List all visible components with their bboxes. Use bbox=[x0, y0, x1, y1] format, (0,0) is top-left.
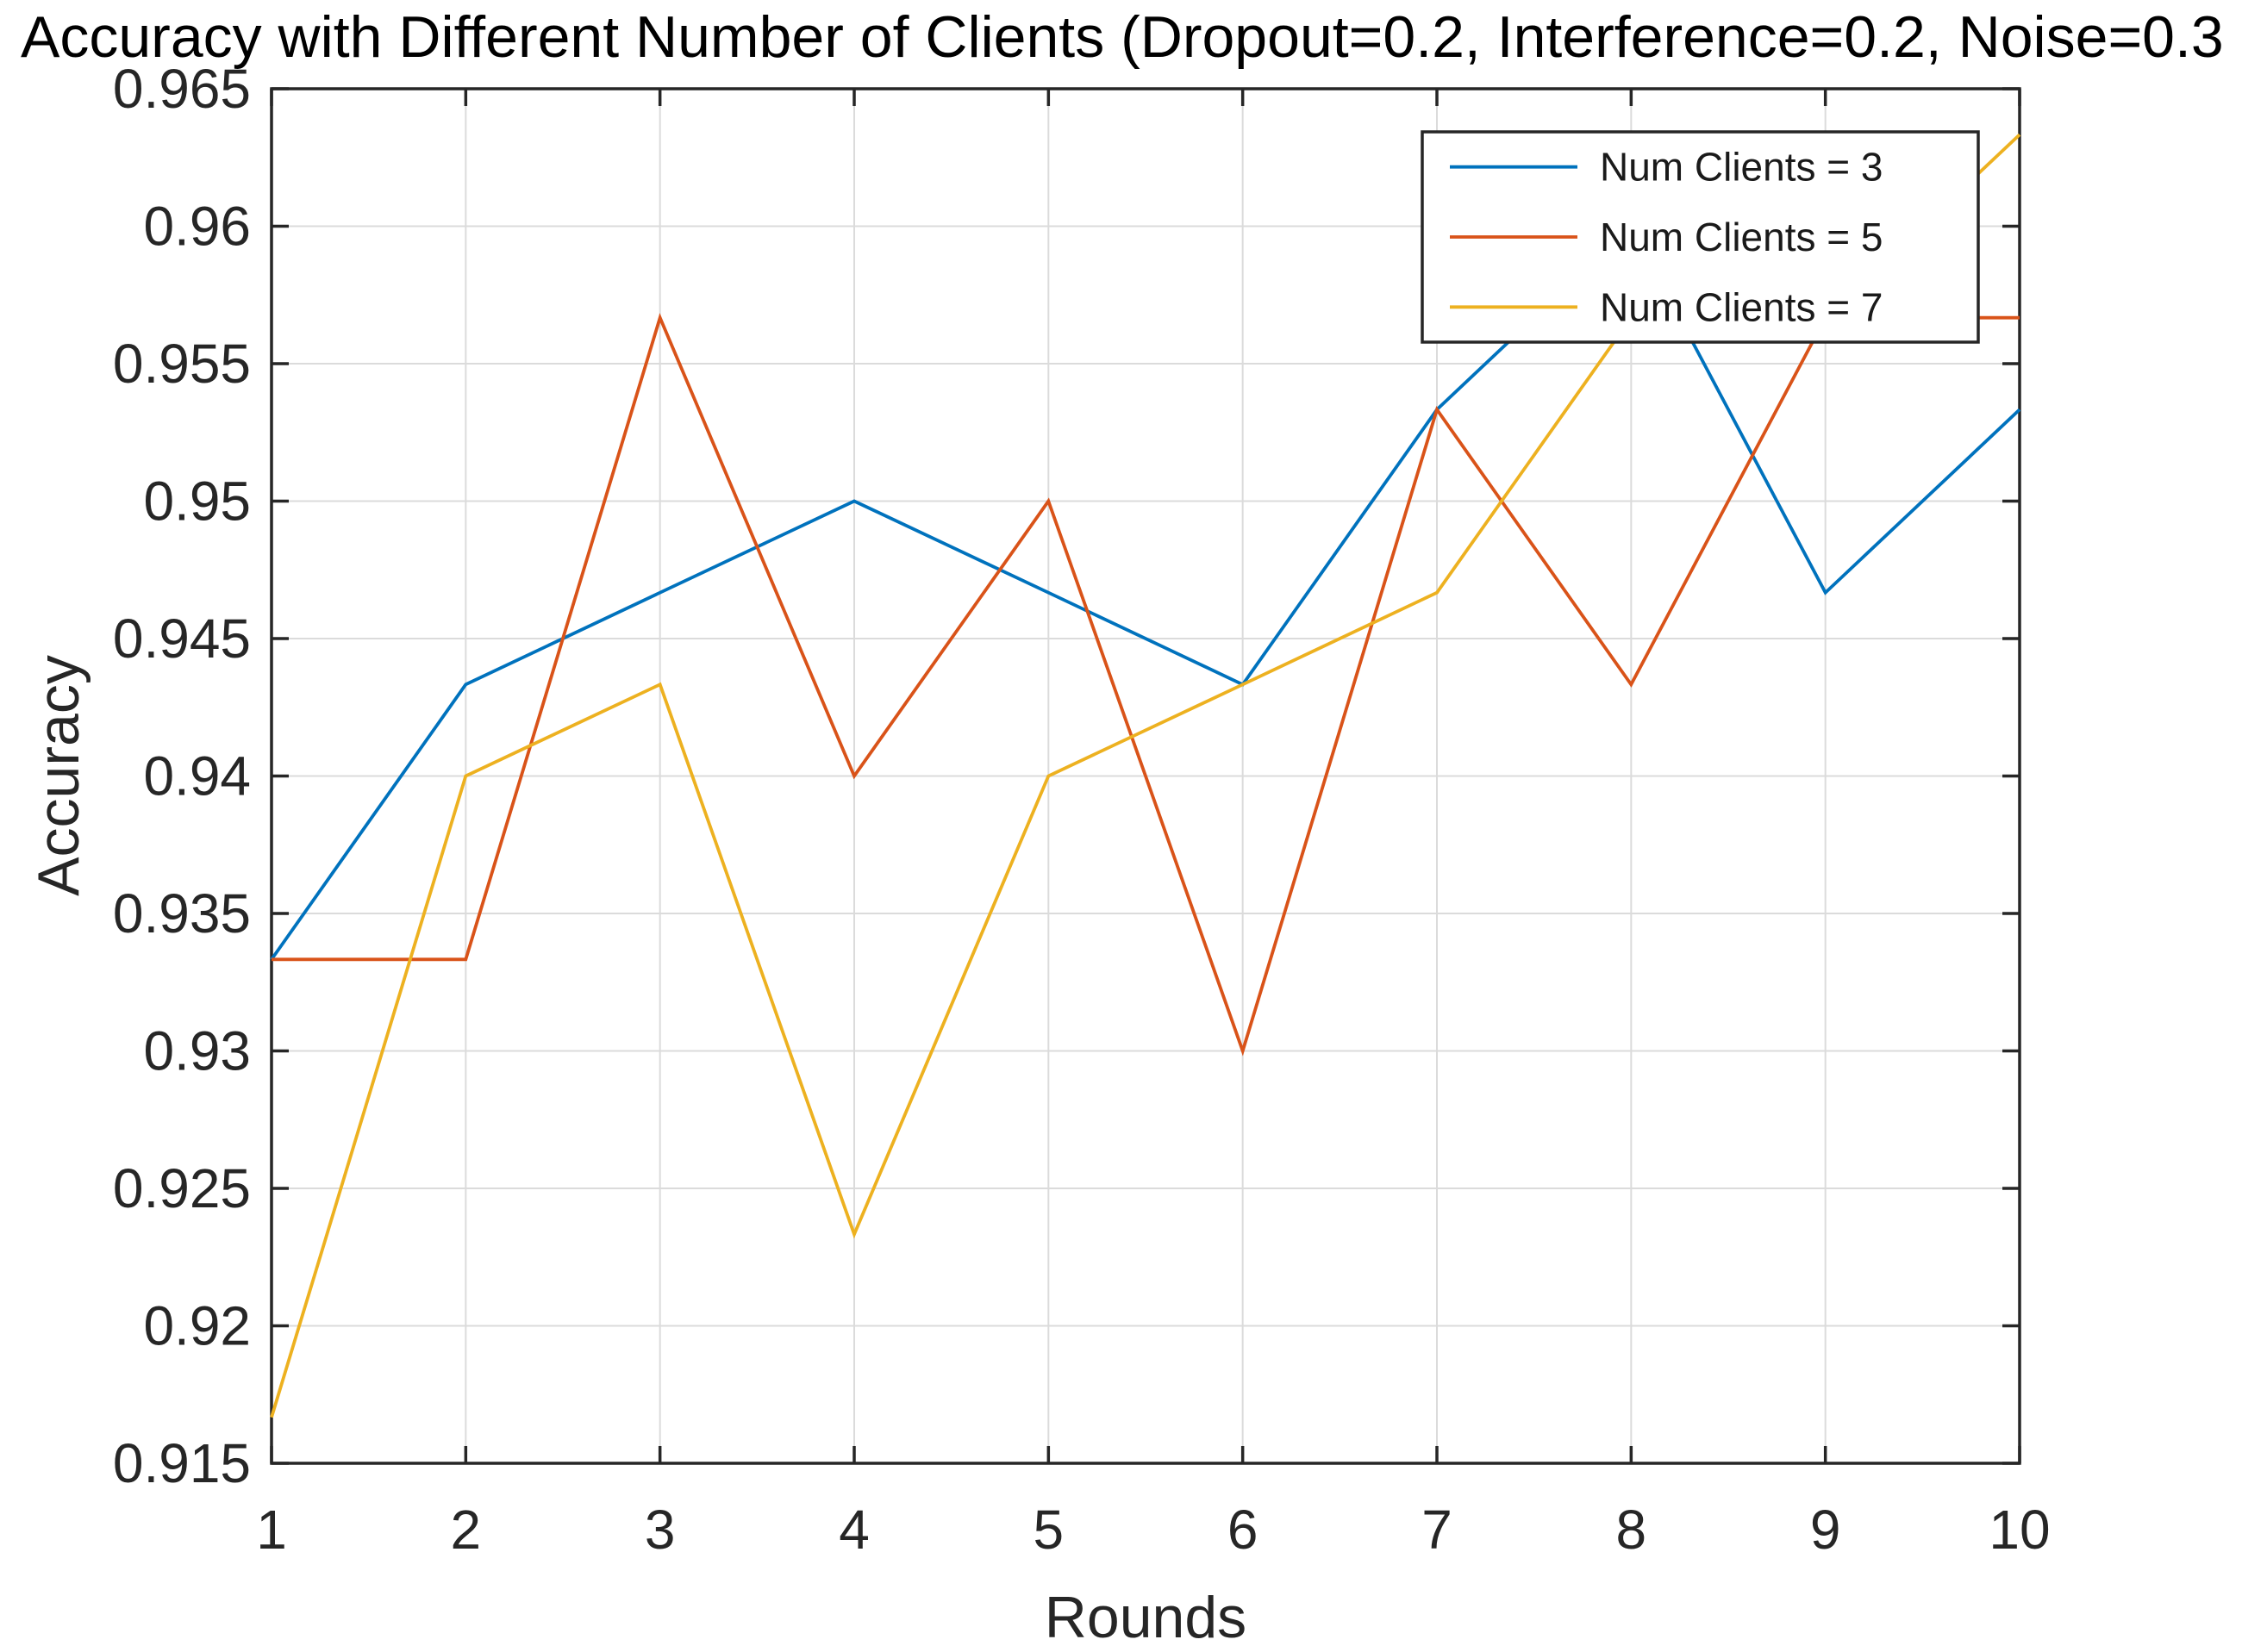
legend-entry-label-2: Num Clients = 5 bbox=[1600, 215, 1883, 259]
y-tick-label: 0.915 bbox=[113, 1432, 251, 1494]
series-line-2 bbox=[272, 313, 2020, 1057]
axes bbox=[270, 87, 2021, 1465]
x-tick-label: 9 bbox=[1810, 1499, 1841, 1561]
legend-entry-label-1: Num Clients = 3 bbox=[1600, 145, 1883, 190]
y-tick-label: 0.96 bbox=[143, 196, 251, 258]
y-tick-label: 0.92 bbox=[143, 1295, 251, 1357]
x-tick-label: 5 bbox=[1034, 1499, 1065, 1561]
y-tick-label: 0.925 bbox=[113, 1157, 251, 1219]
x-tick-label: 6 bbox=[1227, 1499, 1258, 1561]
x-tick-label: 7 bbox=[1421, 1499, 1452, 1561]
x-tick-label: 8 bbox=[1616, 1499, 1647, 1561]
y-tick-label: 0.93 bbox=[143, 1020, 251, 1082]
y-tick-label: 0.935 bbox=[113, 882, 251, 944]
x-axis-label: Rounds bbox=[1044, 1585, 1247, 1650]
tick-labels: 1 2 3 4 5 6 7 8 9 10 0.915 0.92 0.925 0.93 0.935 0.94 0.… bbox=[113, 58, 2051, 1561]
y-tick-label: 0.945 bbox=[113, 608, 251, 670]
y-tick-label: 0.955 bbox=[113, 333, 251, 395]
y-tick-label: 0.95 bbox=[143, 471, 251, 533]
y-tick-label: 0.965 bbox=[113, 58, 251, 120]
y-axis-label: Accuracy bbox=[26, 655, 91, 896]
legend-entry-label-3: Num Clients = 7 bbox=[1600, 284, 1883, 329]
y-tick-label: 0.94 bbox=[143, 745, 251, 807]
x-tick-label: 1 bbox=[256, 1499, 287, 1561]
x-tick-label: 2 bbox=[451, 1499, 482, 1561]
legend: Num Clients = 3 Num Clients = 5 Num Client… bbox=[1421, 130, 1980, 344]
x-tick-label: 4 bbox=[839, 1499, 870, 1561]
x-tick-label: 10 bbox=[1989, 1499, 2050, 1561]
x-tick-label: 3 bbox=[645, 1499, 676, 1561]
chart-title: Accuracy with Different Number of Client… bbox=[21, 4, 2224, 70]
